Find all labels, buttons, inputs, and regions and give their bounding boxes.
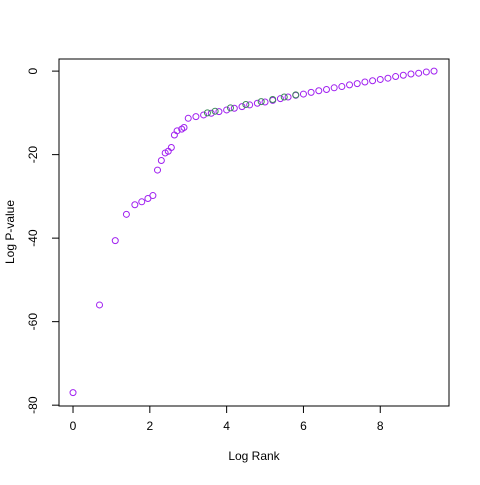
- point: [257, 98, 265, 106]
- point: [184, 114, 192, 122]
- plot-frame: [58, 58, 450, 407]
- x-tick-label: 0: [70, 419, 77, 433]
- point: [69, 389, 77, 397]
- y-tick-label: 0: [26, 67, 40, 74]
- point: [276, 95, 284, 103]
- point: [361, 78, 369, 86]
- point: [422, 68, 430, 76]
- y-axis-label: Log P-value: [3, 200, 17, 264]
- point: [430, 67, 438, 75]
- point: [369, 77, 377, 85]
- point: [376, 75, 384, 83]
- point: [144, 194, 152, 202]
- point: [203, 109, 211, 117]
- point: [207, 109, 215, 117]
- point: [292, 91, 300, 99]
- point: [157, 156, 165, 164]
- x-tick-label: 8: [377, 419, 384, 433]
- point: [111, 237, 119, 245]
- point: [167, 144, 175, 152]
- point: [269, 96, 277, 104]
- y-tick-label: -60: [26, 313, 40, 331]
- y-tick-label: -20: [26, 146, 40, 164]
- point: [399, 71, 407, 79]
- x-axis-label: Log Rank: [228, 449, 280, 463]
- y-tick-label: -40: [26, 229, 40, 247]
- point: [238, 103, 246, 111]
- point: [338, 83, 346, 91]
- point: [330, 84, 338, 92]
- point: [149, 192, 157, 200]
- point: [315, 87, 323, 95]
- point: [180, 123, 188, 131]
- point: [307, 88, 315, 96]
- x-tick-label: 4: [223, 419, 230, 433]
- point: [407, 70, 415, 78]
- x-tick-label: 6: [300, 419, 307, 433]
- point: [131, 201, 139, 209]
- point: [253, 99, 261, 107]
- point: [261, 98, 269, 106]
- point: [226, 104, 234, 112]
- point: [211, 107, 219, 115]
- y-tick-label: -80: [26, 396, 40, 414]
- point: [223, 106, 231, 114]
- point: [154, 166, 162, 174]
- point: [284, 93, 292, 101]
- point: [192, 113, 200, 121]
- point: [392, 73, 400, 81]
- point: [230, 104, 238, 112]
- point: [280, 93, 288, 101]
- x-tick-label: 2: [146, 419, 153, 433]
- point: [299, 90, 307, 98]
- point: [384, 74, 392, 82]
- point: [415, 69, 423, 77]
- point: [138, 198, 146, 206]
- point: [173, 127, 181, 135]
- point: [322, 85, 330, 93]
- point: [215, 108, 223, 116]
- point: [242, 101, 250, 109]
- point: [346, 81, 354, 89]
- point: [96, 301, 104, 309]
- point: [200, 111, 208, 119]
- point: [122, 210, 130, 218]
- point: [353, 80, 361, 88]
- point: [246, 101, 254, 109]
